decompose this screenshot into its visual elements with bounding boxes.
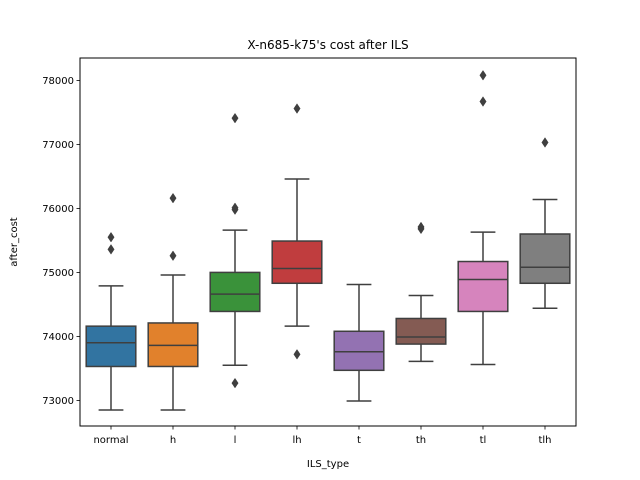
x-tick-label: l [234, 435, 237, 446]
box-th [395, 221, 447, 363]
outlier-point [479, 70, 487, 81]
x-axis-label: ILS_type [307, 459, 349, 470]
outlier-point [169, 192, 177, 204]
outlier-point [417, 221, 425, 233]
outlier-point [107, 244, 115, 255]
box-lh [271, 103, 323, 360]
y-axis-label: after_cost [9, 217, 20, 266]
outlier-point [541, 137, 549, 148]
x-tick-label: lh [292, 435, 301, 446]
box-body [333, 330, 385, 372]
x-tick-label: h [170, 435, 176, 446]
outlier-point [293, 349, 301, 360]
y-tick-label: 74000 [42, 332, 74, 343]
y-tick-label: 76000 [42, 204, 74, 215]
box-tlh [519, 137, 571, 309]
outlier-point [231, 112, 239, 124]
y-tick-label: 78000 [42, 76, 74, 87]
outlier-point [107, 231, 115, 243]
x-tick-label: t [357, 435, 361, 446]
box-tl [457, 70, 509, 366]
outlier-point [169, 250, 177, 262]
box-l [209, 112, 261, 389]
box-body [395, 317, 447, 345]
box-body [271, 240, 323, 285]
box-normal [85, 231, 137, 411]
y-tick-label: 77000 [42, 140, 74, 151]
y-tick-label: 73000 [42, 396, 74, 407]
plot-frame [79, 57, 577, 427]
box-body [85, 325, 137, 368]
box-body [519, 233, 571, 285]
x-axis: normal h l lh t th tl tlh [93, 426, 552, 446]
outlier-point [293, 103, 301, 114]
chart-title: X-n685-k75's cost after ILS [247, 38, 408, 52]
box-t [333, 283, 385, 402]
y-tick-label: 75000 [42, 268, 74, 279]
box-body [457, 260, 509, 313]
box-body [209, 271, 261, 313]
x-tick-label: tlh [538, 435, 551, 446]
x-tick-label: normal [93, 435, 128, 446]
x-tick-label: tl [480, 435, 487, 446]
y-axis: 73000 74000 75000 76000 77000 78000 [42, 76, 80, 407]
plot-area [85, 70, 571, 411]
outlier-point [479, 96, 487, 107]
x-tick-label: th [416, 435, 426, 446]
box-h [147, 192, 199, 411]
outlier-point [231, 202, 239, 214]
outlier-point [231, 377, 239, 389]
